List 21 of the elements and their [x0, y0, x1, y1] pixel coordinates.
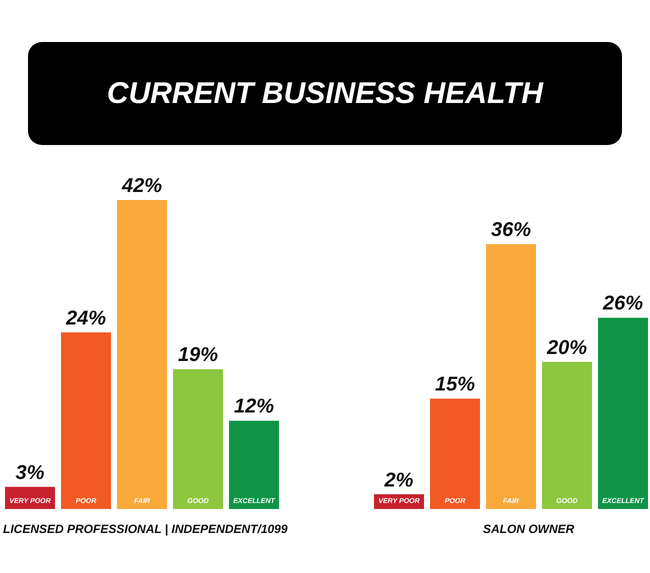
- bar: [229, 420, 279, 509]
- bar: [117, 200, 167, 509]
- chart-title: CURRENT BUSINESS HEALTH: [106, 76, 544, 110]
- bar: [61, 332, 111, 509]
- data-label: 26%: [602, 292, 644, 315]
- bar: [486, 244, 536, 509]
- data-label: 3%: [16, 462, 45, 484]
- x-axis-title: LICENSED PROFESSIONAL | INDEPENDENT/1099: [3, 522, 288, 536]
- bar: [430, 398, 480, 509]
- bar: [598, 318, 648, 509]
- data-label: 24%: [64, 307, 106, 330]
- data-label: 15%: [434, 374, 476, 396]
- bar: [542, 362, 592, 509]
- data-label: 2%: [384, 469, 414, 492]
- bar: [173, 369, 223, 509]
- data-label: 42%: [120, 175, 162, 197]
- x-axis-title: SALON OWNER: [483, 522, 576, 536]
- data-label: 19%: [178, 344, 218, 366]
- data-label: 20%: [546, 336, 588, 359]
- data-label: 36%: [490, 219, 532, 242]
- data-label: 12%: [234, 396, 274, 418]
